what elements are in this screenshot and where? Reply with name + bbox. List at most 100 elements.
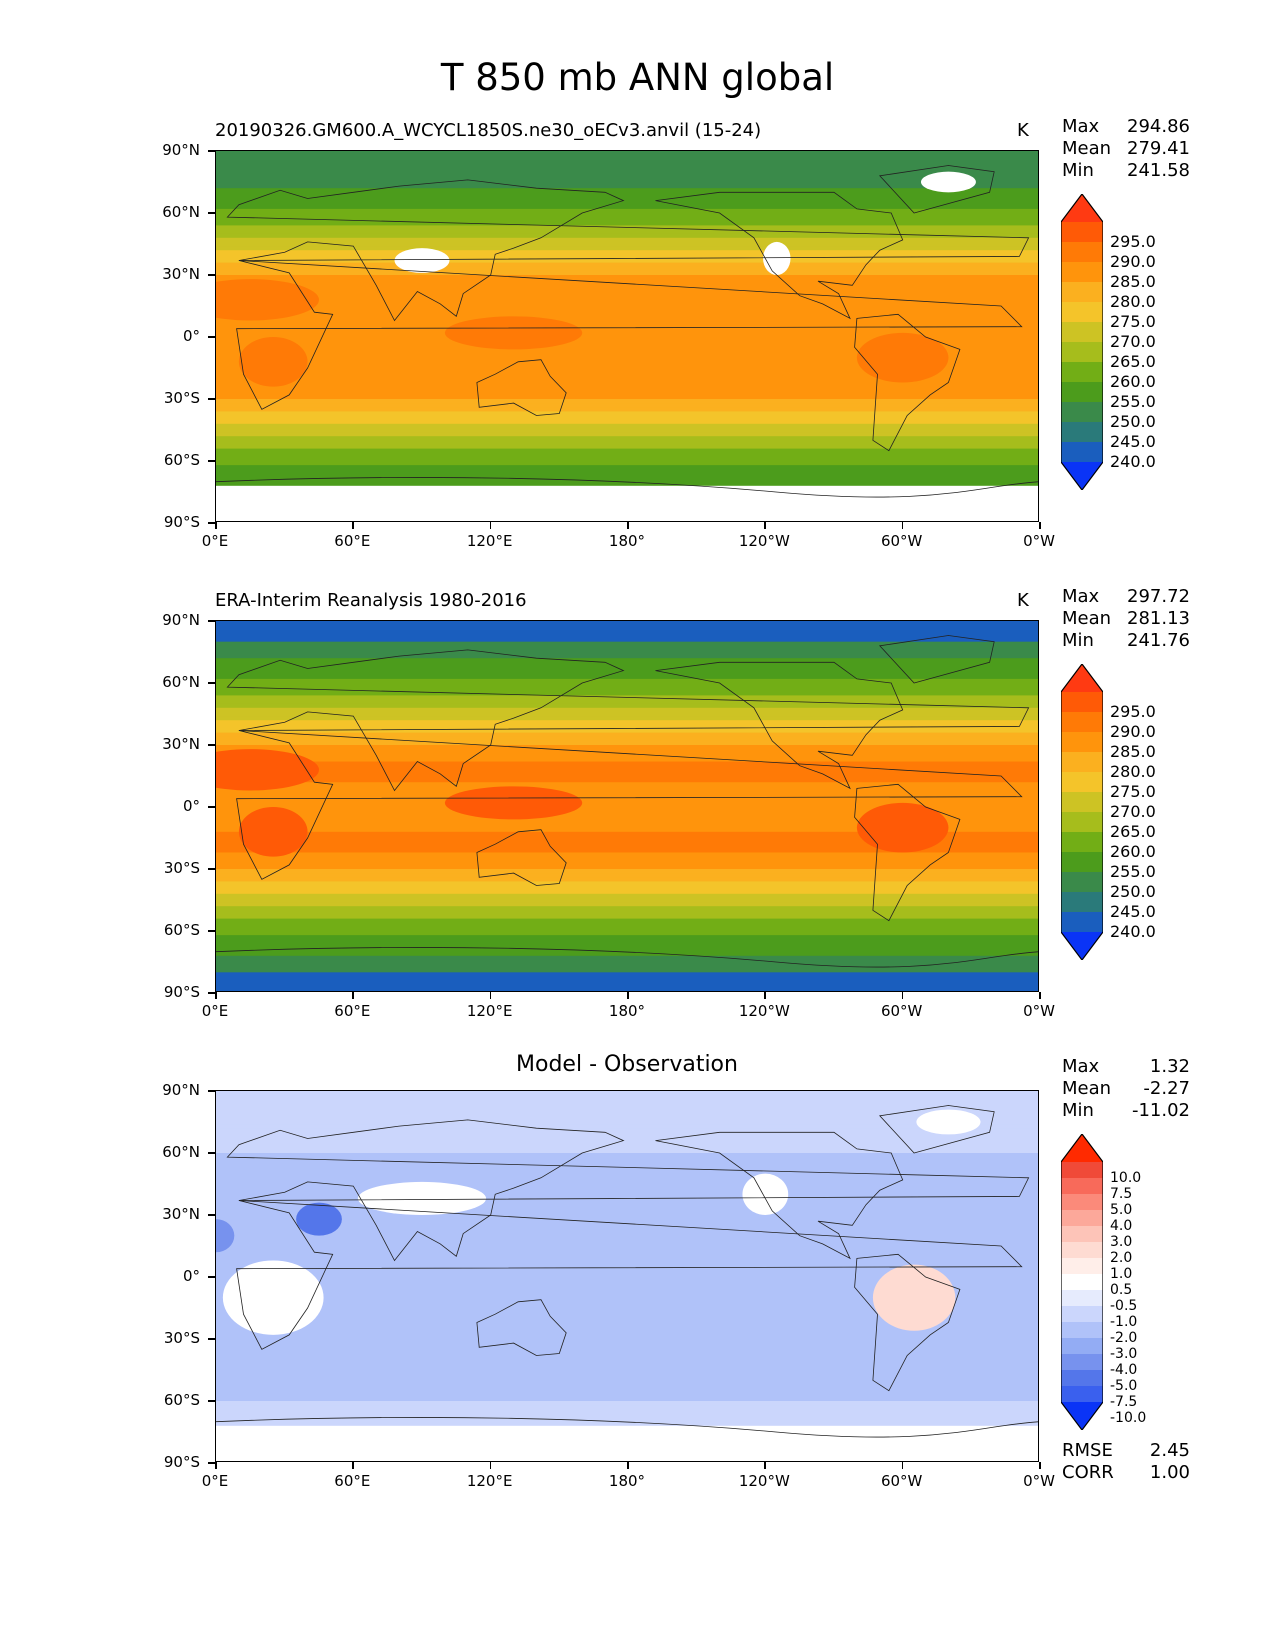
latitude-band <box>216 757 1038 763</box>
latitude-band <box>216 1223 1038 1228</box>
latitude-band <box>216 1136 1038 1142</box>
y-tick-mark <box>208 150 215 152</box>
latitude-band <box>216 761 1038 767</box>
stat-value: -11.02 <box>1131 1100 1190 1121</box>
latitude-band <box>216 1405 1038 1410</box>
latitude-band <box>216 1359 1038 1365</box>
latitude-band <box>216 1297 1038 1303</box>
map-plot <box>215 150 1039 522</box>
latitude-band <box>216 1446 1038 1452</box>
colorbar-segment <box>1061 282 1103 303</box>
colorbar-extend-top <box>1061 1134 1103 1162</box>
latitude-band <box>216 370 1038 375</box>
latitude-band <box>216 637 1038 643</box>
latitude-band <box>216 654 1038 659</box>
y-tick-label: 90°N <box>162 611 200 629</box>
latitude-band <box>216 208 1038 214</box>
y-tick-mark <box>208 620 215 622</box>
latitude-band <box>216 1194 1038 1200</box>
latitude-band <box>216 1215 1038 1220</box>
colorbar-segment <box>1061 1386 1103 1403</box>
x-tick-mark <box>489 992 492 999</box>
y-tick-mark <box>208 1214 215 1216</box>
latitude-band <box>216 365 1038 371</box>
latitude-band <box>216 885 1038 891</box>
latitude-band <box>216 707 1038 713</box>
masked-region <box>920 171 976 193</box>
anomaly-region <box>742 1173 789 1215</box>
latitude-band <box>216 473 1038 479</box>
latitude-band <box>216 237 1038 243</box>
latitude-band <box>216 196 1038 202</box>
latitude-band <box>216 860 1038 866</box>
y-tick-mark <box>208 212 215 214</box>
latitude-band <box>216 1322 1038 1328</box>
latitude-band <box>216 831 1038 837</box>
y-tick-label: 60°S <box>163 921 200 939</box>
latitude-band <box>216 1351 1038 1357</box>
stat-value: -2.27 <box>1143 1078 1190 1099</box>
masked-region <box>763 241 791 275</box>
latitude-band <box>216 328 1038 334</box>
colorbar-segment <box>1061 692 1103 713</box>
x-tick-label: 0°W <box>1023 532 1055 550</box>
x-tick-label: 120°W <box>738 532 790 550</box>
x-tick-label: 60°W <box>880 1002 923 1020</box>
latitude-band <box>216 295 1038 301</box>
latitude-band <box>216 258 1038 264</box>
latitude-band <box>216 749 1038 754</box>
latitude-band <box>216 711 1038 717</box>
latitude-band <box>216 988 1038 991</box>
colorbar-extend-bottom <box>1061 462 1103 490</box>
latitude-band <box>216 250 1038 255</box>
latitude-band <box>216 312 1038 317</box>
latitude-band <box>216 254 1038 260</box>
latitude-band <box>216 773 1038 779</box>
colorbar-tick-label: 265.0 <box>1110 352 1156 371</box>
latitude-band <box>216 798 1038 804</box>
colorbar-segment <box>1061 772 1103 793</box>
latitude-band <box>216 1417 1038 1423</box>
colorbar-tick-label: 275.0 <box>1110 782 1156 801</box>
latitude-band <box>216 1355 1038 1361</box>
colorbar-segment <box>1061 892 1103 913</box>
colorbar-tick-label: -1.0 <box>1110 1314 1138 1330</box>
colorbar-tick-label: 5.0 <box>1110 1202 1133 1218</box>
latitude-band <box>216 229 1038 235</box>
latitude-band <box>216 720 1038 725</box>
colorbar-tick-label: -5.0 <box>1110 1378 1138 1394</box>
latitude-band <box>216 1285 1038 1290</box>
colorbar-segment <box>1061 1370 1103 1387</box>
coastline <box>854 313 961 452</box>
latitude-band <box>216 1384 1038 1390</box>
x-tick-mark <box>1039 1462 1041 1469</box>
latitude-band <box>216 217 1038 222</box>
y-tick-mark <box>208 806 215 808</box>
stat-row: Mean -2.27 <box>1062 1078 1190 1100</box>
latitude-band <box>216 678 1038 684</box>
stats-block: Max 297.72 Mean 281.13 Min 241.76 <box>1062 586 1190 652</box>
colorbar-tick-label: 245.0 <box>1110 902 1156 921</box>
latitude-band <box>216 151 1038 156</box>
colorbar-segment <box>1061 1162 1103 1179</box>
anomaly-region <box>222 1260 324 1335</box>
y-tick-label: 30°N <box>162 1205 200 1223</box>
latitude-band <box>216 621 1038 626</box>
latitude-band <box>216 728 1038 734</box>
x-tick-label: 120°W <box>738 1472 790 1490</box>
latitude-band <box>216 341 1038 346</box>
x-tick-mark <box>352 522 354 529</box>
latitude-band <box>216 1376 1038 1381</box>
latitude-band <box>216 1124 1038 1129</box>
stat-label: Min <box>1062 160 1094 181</box>
colorbar-tick-label: 265.0 <box>1110 822 1156 841</box>
stat-value: 241.58 <box>1127 160 1190 181</box>
x-tick-mark <box>1039 992 1041 999</box>
latitude-band <box>216 436 1038 441</box>
y-tick-mark <box>208 1462 215 1464</box>
coastline <box>216 1417 1038 1438</box>
latitude-band <box>216 980 1038 986</box>
latitude-band <box>216 1305 1038 1311</box>
latitude-band <box>216 959 1038 965</box>
colorbar-tick-label: 250.0 <box>1110 412 1156 431</box>
